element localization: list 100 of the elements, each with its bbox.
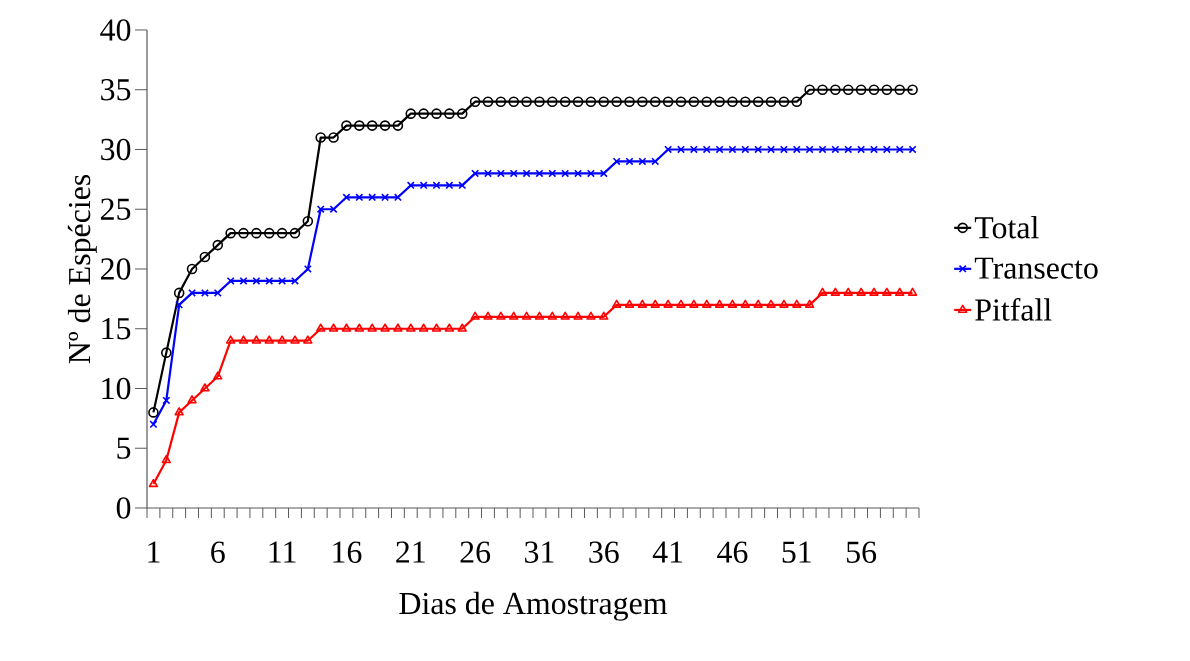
point xyxy=(856,287,866,296)
point xyxy=(727,299,738,308)
point xyxy=(714,299,725,308)
point xyxy=(689,145,698,154)
point xyxy=(586,311,596,320)
point xyxy=(212,239,224,251)
point xyxy=(638,157,647,166)
point xyxy=(368,193,377,202)
point xyxy=(560,311,570,320)
point xyxy=(484,169,492,178)
y-tick-label: 30 xyxy=(101,138,131,161)
point xyxy=(213,288,222,297)
point xyxy=(264,335,274,344)
point xyxy=(830,84,841,96)
point xyxy=(534,96,545,107)
point xyxy=(509,311,519,320)
point xyxy=(702,145,711,154)
point xyxy=(162,396,171,405)
point xyxy=(161,454,172,464)
point xyxy=(200,288,209,297)
point xyxy=(291,276,299,285)
point xyxy=(341,120,352,131)
point xyxy=(907,84,918,96)
point xyxy=(740,299,751,308)
x-tick-label: 6 xyxy=(211,541,225,563)
point xyxy=(445,181,454,190)
point xyxy=(508,96,520,107)
point xyxy=(149,420,158,429)
point xyxy=(599,311,609,320)
point xyxy=(817,84,828,96)
point xyxy=(765,96,777,107)
point xyxy=(753,299,763,308)
y-tick-label: 0 xyxy=(116,497,131,519)
point xyxy=(624,96,635,107)
point xyxy=(521,311,532,320)
point xyxy=(585,96,597,107)
point xyxy=(522,169,531,178)
x-tick-label: 11 xyxy=(269,541,296,563)
x-tick-label: 16 xyxy=(333,541,362,563)
point xyxy=(419,181,428,190)
point xyxy=(778,96,790,107)
point xyxy=(367,323,377,332)
point xyxy=(303,335,313,344)
point xyxy=(456,108,468,119)
point xyxy=(277,335,287,344)
point xyxy=(881,84,893,96)
point xyxy=(187,395,197,404)
point xyxy=(432,181,441,190)
point xyxy=(509,169,518,178)
point xyxy=(842,84,854,96)
point xyxy=(251,335,262,344)
point xyxy=(535,169,544,178)
point xyxy=(637,96,648,107)
point xyxy=(471,169,480,178)
point xyxy=(239,276,248,285)
point xyxy=(302,215,314,227)
point xyxy=(612,157,621,166)
point xyxy=(766,299,776,308)
point xyxy=(662,96,674,107)
point xyxy=(225,227,236,239)
x-tick-label: 1 xyxy=(148,541,160,563)
y-tick-label: 5 xyxy=(117,437,131,459)
point xyxy=(907,287,918,296)
point xyxy=(663,299,673,308)
point xyxy=(226,276,235,285)
point xyxy=(574,169,583,178)
point xyxy=(355,193,364,202)
point xyxy=(161,347,172,358)
point xyxy=(573,311,583,320)
point xyxy=(392,120,404,131)
point xyxy=(624,299,635,308)
point xyxy=(831,145,840,154)
point xyxy=(278,276,287,285)
point xyxy=(779,299,789,308)
point xyxy=(418,323,429,332)
legend-label: Pitfall xyxy=(975,298,1052,321)
point xyxy=(289,227,301,239)
point xyxy=(173,287,185,299)
point xyxy=(495,96,507,107)
y-tick-label: 15 xyxy=(102,318,131,340)
point xyxy=(752,96,764,107)
y-tick-label: 40 xyxy=(100,19,131,41)
point xyxy=(174,407,184,416)
point xyxy=(482,96,494,107)
point xyxy=(316,323,326,332)
point xyxy=(148,407,159,418)
y-axis-title: Nº de Espécies xyxy=(67,174,97,364)
point xyxy=(276,227,288,239)
point xyxy=(895,287,905,296)
point xyxy=(792,299,802,308)
legend-label: Transecto xyxy=(974,257,1098,279)
point xyxy=(175,300,184,309)
point xyxy=(188,288,197,297)
point xyxy=(457,323,467,332)
point xyxy=(328,323,339,332)
y-tick-label: 25 xyxy=(101,198,131,220)
x-tick-label: 56 xyxy=(847,541,877,563)
point xyxy=(534,311,545,320)
point xyxy=(380,323,390,332)
point xyxy=(855,84,867,96)
